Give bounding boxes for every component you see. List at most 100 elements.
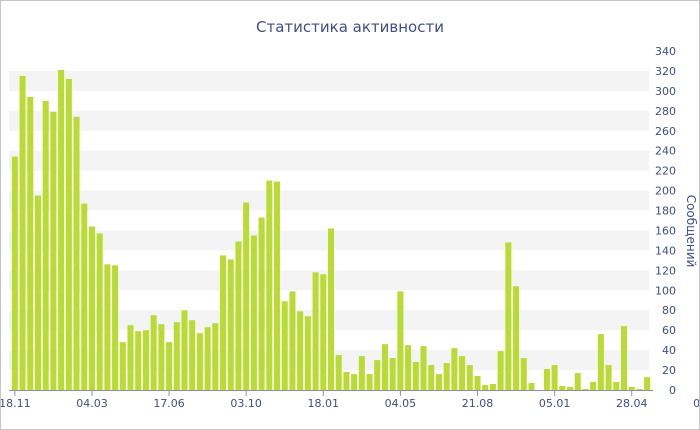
bar	[335, 355, 342, 390]
x-tick-label: 04.03	[76, 397, 108, 410]
y-tick-label: 260	[655, 125, 676, 138]
bar	[250, 235, 257, 390]
bar	[173, 322, 180, 390]
bar	[50, 111, 57, 390]
bar	[19, 75, 26, 391]
bar	[497, 351, 504, 390]
y-tick-label: 320	[655, 65, 676, 78]
bar	[597, 334, 604, 390]
y-tick-label: 160	[655, 224, 676, 237]
y-tick-label: 60	[662, 324, 676, 337]
bar	[590, 382, 597, 390]
bar	[88, 226, 95, 390]
y-tick-label: 20	[662, 364, 676, 377]
y-tick-label: 140	[655, 244, 676, 257]
bar	[112, 265, 119, 390]
bar	[582, 389, 589, 390]
x-tick-label: 18.01	[308, 397, 340, 410]
bar	[258, 217, 265, 390]
bar	[150, 315, 157, 390]
bar	[412, 362, 419, 390]
bar	[435, 374, 442, 390]
bar	[482, 385, 489, 390]
bar	[289, 291, 296, 390]
bar	[513, 286, 520, 390]
y-tick-label: 180	[655, 205, 676, 218]
bar	[420, 346, 427, 390]
bar	[204, 327, 211, 390]
y-tick-label: 0	[669, 384, 676, 397]
bar	[227, 259, 234, 390]
bar	[397, 291, 404, 390]
y-tick-label: 300	[655, 85, 676, 98]
bar	[243, 202, 250, 390]
bar	[135, 331, 142, 390]
bar	[58, 69, 65, 390]
bar	[489, 384, 496, 390]
bar	[428, 365, 435, 390]
bar	[65, 78, 72, 391]
bar	[320, 274, 327, 390]
bar	[605, 365, 612, 390]
x-tick-label: 17.06	[153, 397, 185, 410]
bar	[142, 330, 149, 390]
y-tick-label: 240	[655, 145, 676, 158]
y-tick-label: 200	[655, 185, 676, 198]
bar	[34, 195, 41, 390]
grid-band	[9, 70, 649, 91]
y-axis-ticks: 0 20 40 60 80 100 120 140 160 180 200 220 240 260 280 3…	[655, 45, 676, 397]
y-tick-label: 80	[662, 304, 676, 317]
bar	[366, 374, 373, 390]
bar	[212, 323, 219, 390]
bar	[220, 255, 227, 390]
bar	[181, 310, 188, 390]
bar	[543, 369, 550, 390]
bar	[96, 233, 103, 390]
x-axis-ticks: 18.11 04.03 17.06 03.10 18.01 04.05 21.08 05.01…	[1, 390, 699, 410]
bar	[374, 360, 381, 390]
bar	[574, 373, 581, 390]
y-tick-label: 40	[662, 344, 676, 357]
x-tick-label: 05.01	[539, 397, 571, 410]
grid-band	[9, 150, 649, 171]
bar	[196, 333, 203, 390]
bar	[343, 372, 350, 390]
bar	[312, 272, 319, 390]
x-tick-label: 18.11	[1, 397, 31, 410]
grid-band	[9, 190, 649, 211]
grid-band	[9, 110, 649, 131]
bar	[443, 363, 450, 390]
x-tick-label: 05.06	[693, 397, 699, 410]
y-tick-label: 340	[655, 45, 676, 58]
bar	[528, 383, 535, 390]
bar	[119, 342, 126, 390]
bar	[405, 345, 412, 390]
bar	[104, 264, 111, 390]
bar	[613, 382, 620, 390]
bar	[73, 116, 80, 390]
bar	[11, 156, 18, 390]
bar	[459, 356, 466, 390]
bar	[636, 389, 643, 390]
bar	[81, 203, 88, 390]
bar	[520, 358, 527, 390]
x-tick-label: 21.08	[462, 397, 494, 410]
bar	[351, 374, 358, 390]
bar	[235, 241, 242, 390]
x-tick-label: 28.04	[616, 397, 648, 410]
bar	[644, 377, 651, 390]
y-axis-label: Сообщений	[684, 195, 698, 268]
bar	[42, 100, 49, 390]
bars-group	[11, 69, 651, 391]
bar	[559, 386, 566, 390]
bar	[266, 180, 273, 390]
bar	[451, 348, 458, 390]
bar	[381, 344, 388, 390]
bar	[189, 320, 196, 390]
bar	[297, 311, 304, 390]
bar	[281, 301, 288, 390]
y-tick-label: 280	[655, 105, 676, 118]
bar	[389, 358, 396, 390]
bar	[166, 342, 173, 390]
